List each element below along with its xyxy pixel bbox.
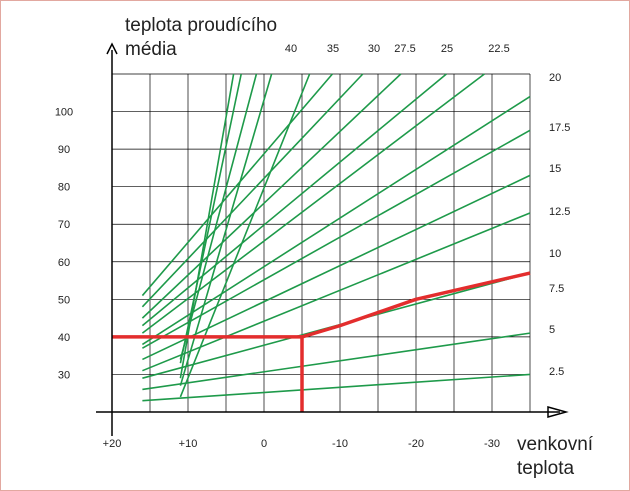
x-axis-title-line1: venkovní [517,434,594,455]
highlight-path [112,271,531,412]
x-axis-title-line2: teplota [517,458,574,479]
y-tick-label: 70 [58,219,70,231]
x-tick-label: +10 [179,438,198,450]
heating-curve-6 [142,129,531,349]
heating-curve-16 [179,73,242,364]
y-tick-label: 100 [55,107,73,119]
y-axis-title-line1: teplota proudícího [125,15,277,36]
highlight-curve [301,271,531,339]
heating-curve-17 [179,73,258,360]
heating-curve-12 [141,73,334,297]
curve-label-right: 2.5 [549,366,564,378]
tick-labels: +20 +10 0 -10 -20 -30 30 40 50 60 70 80 90 100 40 35 30 2… [55,43,571,450]
curve-label-right: 15 [549,163,561,175]
curve-label-top: 22.5 [488,43,509,55]
curve-label-right: 20 [549,72,561,84]
curve-label-top: 27.5 [394,43,415,55]
heating-curve-13 [179,73,311,398]
x-tick-label: -10 [332,438,348,450]
heating-curve-11 [141,73,364,308]
curve-label-top: 30 [368,43,380,55]
heating-curve-2 [142,332,531,391]
heating-curve-7 [141,95,531,346]
curve-label-right: 17.5 [549,122,570,134]
curve-label-right: 7.5 [549,283,564,295]
heating-curve-14 [179,73,273,386]
heating-curve-4 [142,212,531,372]
x-axis-arrow [547,406,569,418]
x-tick-label: 0 [261,438,267,450]
y-axis-title-line2: média [125,39,177,60]
y-tick-label: 40 [58,332,70,344]
curve-label-right: 5 [549,324,555,336]
axes [96,42,569,436]
y-tick-label: 60 [58,257,70,269]
curve-label-right: 10 [549,248,561,260]
y-tick-label: 90 [58,144,70,156]
curve-label-top: 35 [327,43,339,55]
curve-label-top: 25 [441,43,453,55]
y-tick-label: 80 [58,182,70,194]
y-tick-label: 30 [58,369,70,381]
y-tick-label: 50 [58,294,70,306]
heating-curve-1 [142,373,531,402]
heating-curves [141,73,531,402]
curve-label-right: 12.5 [549,206,570,218]
y-axis-arrow [106,42,118,55]
heating-curve-9 [141,73,447,327]
grid [111,73,531,413]
x-tick-label: +20 [103,438,122,450]
curve-label-top: 40 [285,43,297,55]
heating-curve-10 [141,73,402,319]
x-tick-label: -30 [484,438,500,450]
x-tick-label: -20 [408,438,424,450]
